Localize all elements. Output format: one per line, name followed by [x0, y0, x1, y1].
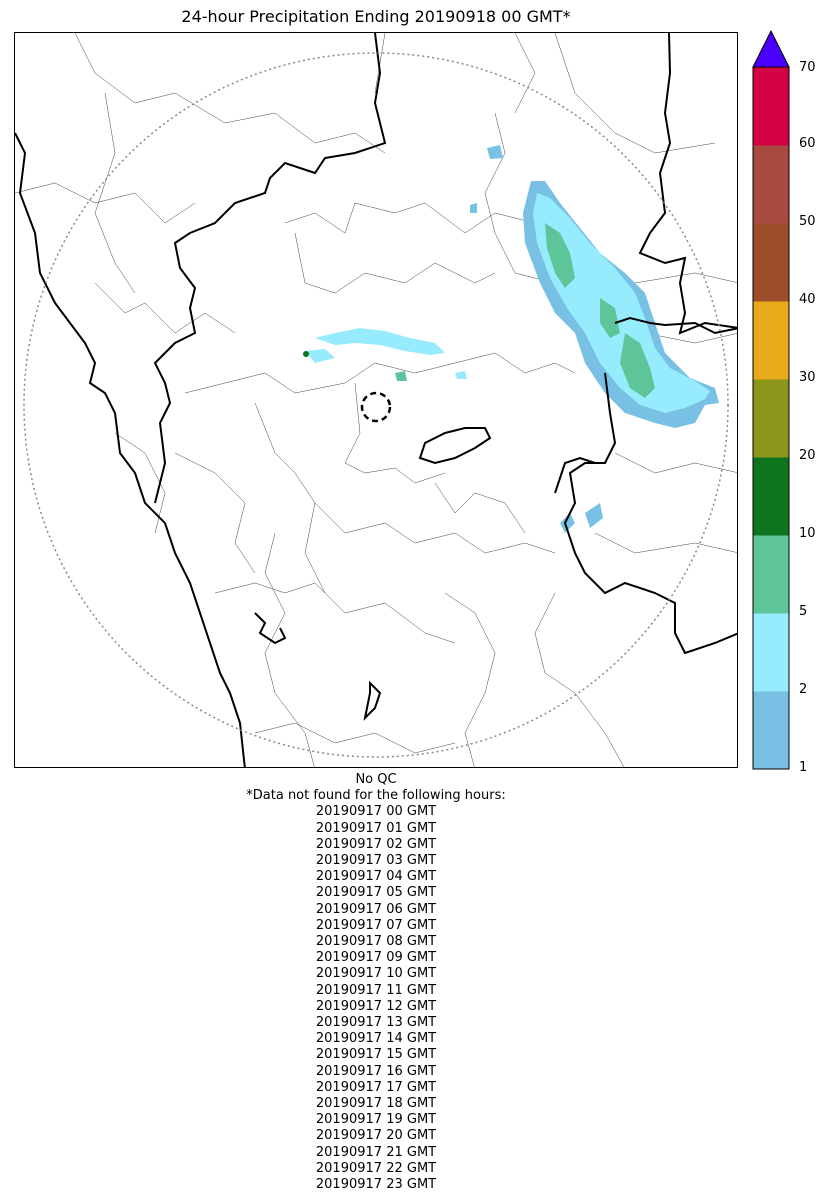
missing-hour-item: 20190917 12 GMT: [315, 998, 437, 1014]
missing-hour-item: 20190917 01 GMT: [315, 820, 437, 836]
colorbar-tick-label: 1: [799, 760, 808, 775]
missing-hour-item: 20190917 07 GMT: [315, 917, 437, 933]
colorbar-extend-arrow: [752, 30, 790, 68]
missing-hours-list: 20190917 00 GMT 20190917 01 GMT 20190917 0…: [0, 804, 752, 1193]
colorbar-segment: [753, 145, 789, 224]
colorbar-tick-label: 50: [799, 214, 816, 229]
missing-hour-item: 20190917 06 GMT: [315, 901, 437, 917]
missing-data-heading: *Data not found for the following hours:: [246, 788, 506, 804]
missing-hour-item: 20190917 09 GMT: [315, 950, 437, 966]
radar-site-marker: [360, 391, 392, 423]
missing-hour-item: 20190917 11 GMT: [315, 982, 437, 998]
missing-hour-item: 20190917 10 GMT: [315, 966, 437, 982]
colorbar-segment: [753, 301, 789, 380]
missing-hour-item: 20190917 00 GMT: [315, 804, 437, 820]
colorbar-segment: [753, 613, 789, 692]
missing-hour-item: 20190917 08 GMT: [315, 934, 437, 950]
missing-hour-item: 20190917 02 GMT: [315, 836, 437, 852]
colorbar-segment: [753, 691, 789, 770]
colorbar-frame: [752, 66, 790, 770]
colorbar-tick-label: 20: [799, 448, 816, 463]
colorbar-tick-label: 30: [799, 370, 816, 385]
missing-hour-item: 20190917 20 GMT: [315, 1128, 437, 1144]
missing-hour-item: 20190917 16 GMT: [315, 1063, 437, 1079]
missing-hour-item: 20190917 04 GMT: [315, 869, 437, 885]
radar-range-ring: [23, 52, 729, 758]
missing-hour-item: 20190917 19 GMT: [315, 1112, 437, 1128]
map-canvas: [15, 33, 737, 767]
precipitation-map[interactable]: [14, 32, 738, 768]
missing-hour-item: 20190917 05 GMT: [315, 885, 437, 901]
missing-hour-item: 20190917 03 GMT: [315, 853, 437, 869]
missing-hour-item: 20190917 15 GMT: [315, 1047, 437, 1063]
district-boundaries: [15, 33, 737, 767]
colorbar-segment: [753, 535, 789, 614]
colorbar-tick-label: 10: [799, 526, 816, 541]
colorbar-segment: [753, 379, 789, 458]
footer-notes: No QC *Data not found for the following …: [0, 772, 752, 1193]
colorbar-segment: [753, 223, 789, 302]
missing-hour-item: 20190917 22 GMT: [315, 1160, 437, 1176]
missing-hour-item: 20190917 14 GMT: [315, 1031, 437, 1047]
missing-hour-item: 20190917 18 GMT: [315, 1096, 437, 1112]
missing-hour-item: 20190917 17 GMT: [315, 1079, 437, 1095]
colorbar-tick-label: 70: [799, 60, 816, 75]
colorbar-segment: [753, 67, 789, 146]
precipitation-field: [303, 145, 719, 533]
qc-status: No QC: [355, 772, 397, 787]
colorbar-segment: [753, 457, 789, 536]
colorbar-tick-label: 5: [799, 604, 808, 619]
colorbar-tick-label: 40: [799, 292, 816, 307]
missing-hour-item: 20190917 23 GMT: [315, 1177, 437, 1193]
colorbar-tick-label: 2: [799, 682, 808, 697]
missing-hour-item: 20190917 21 GMT: [315, 1144, 437, 1160]
colorbar: [752, 30, 790, 770]
colorbar-segments: [753, 67, 789, 770]
missing-hour-item: 20190917 13 GMT: [315, 1015, 437, 1031]
colorbar-tick-label: 60: [799, 136, 816, 151]
map-title: 24-hour Precipitation Ending 20190918 00…: [181, 7, 571, 26]
state-boundaries: [15, 33, 737, 767]
